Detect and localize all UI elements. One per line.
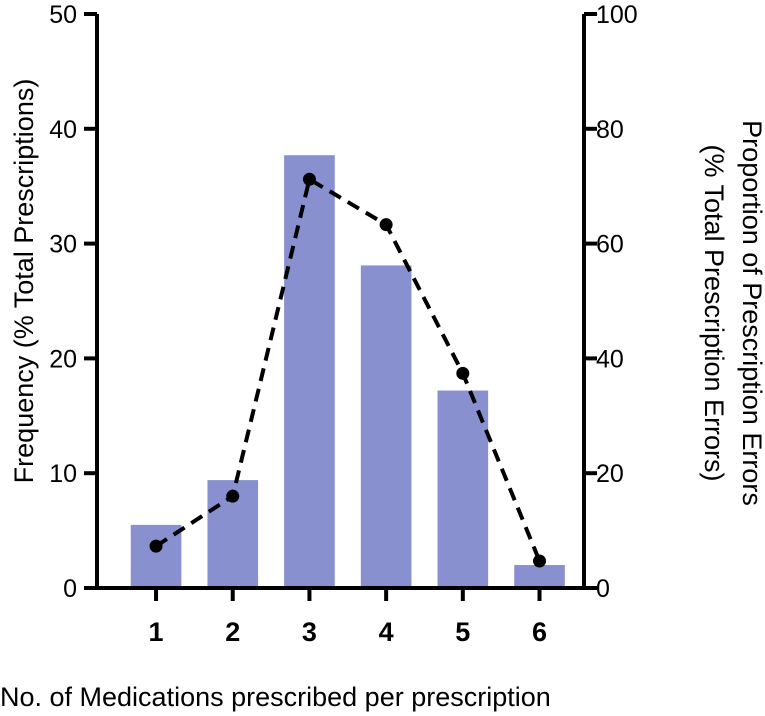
x-tick-label: 2 (225, 617, 240, 647)
right-tick-label: 20 (596, 460, 624, 488)
ticks (84, 12, 597, 601)
right-tick-label: 60 (596, 231, 624, 259)
point-5 (456, 366, 470, 380)
left-tick-label: 0 (63, 575, 77, 603)
line-series (149, 172, 547, 568)
bar-4 (360, 265, 412, 588)
right-tick-label: 40 (596, 345, 624, 373)
bar-6 (514, 565, 565, 588)
x-tick-label: 6 (532, 617, 547, 647)
left-y-axis-title: Frequency (% Total Prescriptions) (9, 79, 39, 484)
bar-series (130, 155, 565, 588)
bar-5 (437, 390, 489, 588)
axes (95, 14, 586, 590)
right-tick-label: 100 (596, 1, 638, 29)
left-tick-label: 30 (49, 231, 77, 259)
error-proportion-line (154, 176, 542, 562)
bar-1 (130, 524, 182, 588)
point-2 (226, 489, 240, 503)
right-y-axis-title-line2: (% Total Prescription Errors) (699, 144, 729, 481)
left-tick-label: 40 (49, 116, 77, 144)
left-tick-label: 10 (49, 460, 77, 488)
left-tick-label: 20 (49, 345, 77, 373)
left-tick-label: 50 (49, 1, 77, 29)
right-tick-label: 80 (596, 116, 624, 144)
right-tick-label: 0 (596, 575, 610, 603)
point-4 (379, 218, 393, 232)
x-tick-label: 3 (302, 617, 317, 647)
x-tick-label: 1 (149, 617, 164, 647)
x-axis-title: No. of Medications prescribed per prescr… (0, 682, 551, 712)
x-tick-label: 4 (379, 617, 394, 647)
tick-labels: 0 10 20 30 40 50 0 20 40 60 80 100 1 2 3 4 5 6 (49, 1, 638, 647)
bar-3 (284, 155, 335, 588)
point-1 (149, 539, 163, 553)
point-6 (533, 554, 547, 568)
x-tick-label: 5 (455, 617, 470, 647)
right-y-axis-title-line1: Proportion of Prescription Errors (737, 120, 765, 506)
point-3 (302, 172, 316, 186)
